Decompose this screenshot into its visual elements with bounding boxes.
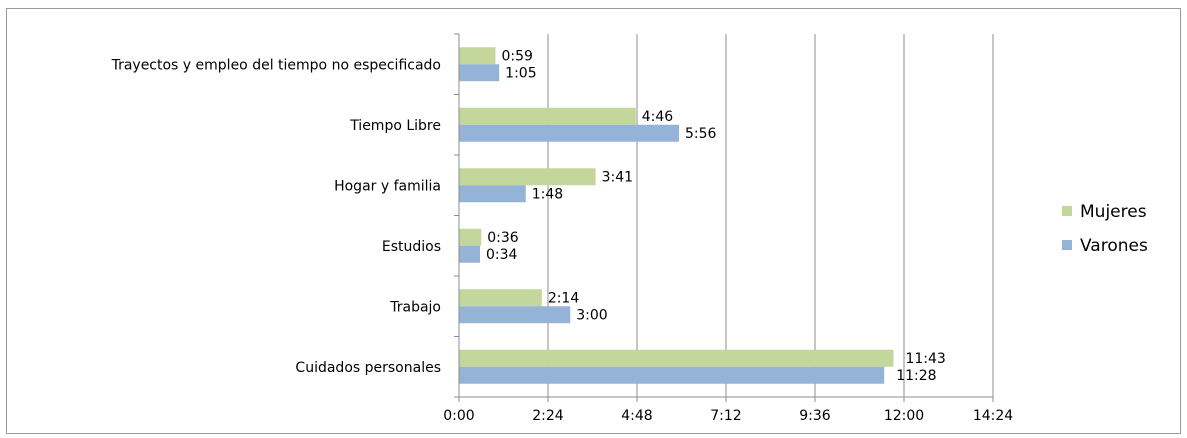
data-label: 0:59 — [501, 48, 532, 64]
bar-mujeres — [459, 289, 542, 307]
bar-varones — [459, 366, 885, 384]
bar-mujeres — [459, 47, 496, 65]
legend-swatch-varones — [1062, 240, 1072, 250]
bar-mujeres — [459, 349, 894, 367]
category-label: Cuidados personales — [295, 360, 441, 376]
data-label: 3:41 — [602, 169, 633, 185]
x-tick-label: 14:24 — [973, 408, 1013, 424]
x-tick-label: 7:12 — [710, 408, 741, 424]
data-label: 5:56 — [685, 126, 717, 142]
bar-varones — [459, 306, 571, 324]
labels: 0:00 2:24 4:48 7:12 9:36 12:00 14:24 Cuidados p… — [111, 48, 1014, 424]
legend-label-mujeres: Mujeres — [1080, 202, 1147, 222]
x-tick-label: 4:48 — [621, 408, 652, 424]
bar-varones — [459, 245, 481, 263]
data-label: 1:05 — [505, 65, 536, 81]
legend-swatch-mujeres — [1062, 206, 1072, 216]
bar-varones — [459, 64, 500, 82]
data-label: 0:34 — [486, 247, 518, 263]
bar-varones — [459, 124, 680, 142]
category-label: Estudios — [382, 239, 441, 255]
category-label: Trabajo — [389, 299, 441, 315]
data-label: 4:46 — [642, 109, 674, 125]
bar-varones — [459, 185, 526, 203]
data-label: 1:48 — [532, 186, 563, 202]
axes — [454, 33, 994, 402]
bars — [459, 47, 894, 384]
legend: Mujeres Varones — [1062, 202, 1148, 256]
category-label: Hogar y familia — [334, 178, 441, 194]
data-label: 2:14 — [548, 290, 580, 306]
bar-mujeres — [459, 107, 636, 125]
data-label: 3:00 — [576, 307, 607, 323]
x-tick-label: 9:36 — [799, 408, 831, 424]
legend-label-varones: Varones — [1080, 236, 1148, 256]
data-label: 11:43 — [905, 351, 945, 367]
x-tick-label: 0:00 — [443, 408, 474, 424]
x-tick-label: 12:00 — [884, 408, 924, 424]
data-label: 0:36 — [487, 230, 519, 246]
category-label: Tiempo Libre — [349, 118, 441, 134]
data-label: 11:28 — [896, 368, 936, 384]
bar-mujeres — [459, 228, 482, 246]
gridlines — [547, 34, 994, 397]
bar-mujeres — [459, 168, 596, 186]
x-tick-label: 2:24 — [532, 408, 564, 424]
category-label: Trayectos y empleo del tiempo no especif… — [111, 57, 441, 73]
